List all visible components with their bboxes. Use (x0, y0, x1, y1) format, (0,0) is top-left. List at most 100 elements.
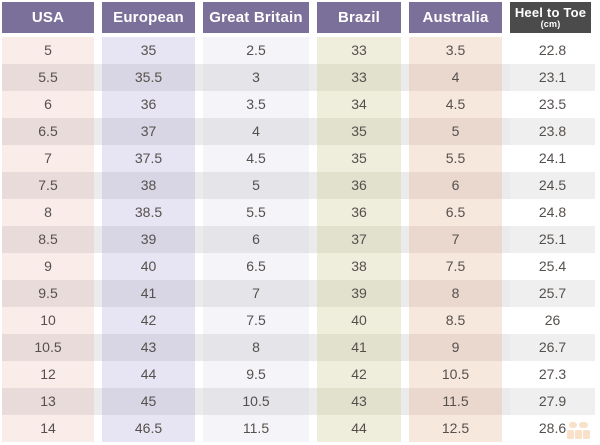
table-cell: 6.5 (409, 199, 502, 226)
table-cell: 7 (2, 145, 94, 172)
column-header-brazil: Brazil (317, 2, 401, 33)
table-cell: 6 (203, 226, 309, 253)
table-cell: 39 (317, 280, 401, 307)
table-row: 6.5 37 4 35 5 23.8 (2, 118, 595, 145)
table-cell: 38 (317, 253, 401, 280)
table-cell: 42 (317, 361, 401, 388)
table-cell: 4.5 (203, 145, 309, 172)
table-cell: 33 (317, 37, 401, 64)
table-cell: 26 (510, 307, 595, 334)
table-cell: 24.1 (510, 145, 595, 172)
table-cell: 46.5 (102, 415, 195, 442)
table-row: 10.5 43 8 41 9 26.7 (2, 334, 595, 361)
column-header-great-britain: Great Britain (203, 2, 309, 33)
table-row: 9.5 41 7 39 8 25.7 (2, 280, 595, 307)
table-row: 7.5 38 5 36 6 24.5 (2, 172, 595, 199)
table-cell: 3.5 (409, 37, 502, 64)
table-cell: 13 (2, 388, 94, 415)
table-cell: 5 (409, 118, 502, 145)
table-cell: 6 (2, 91, 94, 118)
table-cell: 22.8 (510, 37, 595, 64)
table-cell: 37 (317, 226, 401, 253)
table-cell: 10.5 (203, 388, 309, 415)
table-cell: 35 (102, 37, 195, 64)
table-cell: 35 (317, 145, 401, 172)
table-cell: 9.5 (203, 361, 309, 388)
table-cell: 9 (2, 253, 94, 280)
table-cell: 14 (2, 415, 94, 442)
table-cell: 25.7 (510, 280, 595, 307)
table-cell: 26.7 (510, 334, 595, 361)
table-row: 7 37.5 4.5 35 5.5 24.1 (2, 145, 595, 172)
table-cell: 28.6 (510, 415, 595, 442)
table-row: 5.5 35.5 3 33 4 23.1 (2, 64, 595, 91)
table-cell: 25.1 (510, 226, 595, 253)
table-cell: 7 (203, 280, 309, 307)
table-body: 5 35 2.5 33 3.5 22.8 5.5 35.5 3 33 4 23.1 6 36 3.5 34 4.… (2, 37, 595, 442)
table-cell: 8.5 (2, 226, 94, 253)
table-cell: 38.5 (102, 199, 195, 226)
table-cell: 5.5 (409, 145, 502, 172)
column-header-label: Heel to Toe (514, 5, 587, 20)
table-cell: 11.5 (203, 415, 309, 442)
table-cell: 5 (203, 172, 309, 199)
table-cell: 5.5 (203, 199, 309, 226)
table-cell: 12 (2, 361, 94, 388)
table-cell: 27.9 (510, 388, 595, 415)
table-cell: 43 (317, 388, 401, 415)
table-cell: 39 (102, 226, 195, 253)
table-row: 14 46.5 11.5 44 12.5 28.6 (2, 415, 595, 442)
table-cell: 42 (102, 307, 195, 334)
table-cell: 9.5 (2, 280, 94, 307)
table-cell: 8 (203, 334, 309, 361)
table-cell: 25.4 (510, 253, 595, 280)
table-cell: 34 (317, 91, 401, 118)
table-cell: 8 (2, 199, 94, 226)
table-cell: 4.5 (409, 91, 502, 118)
column-header-label: USA (31, 9, 65, 26)
table-cell: 12.5 (409, 415, 502, 442)
table-row: 13 45 10.5 43 11.5 27.9 (2, 388, 595, 415)
table-cell: 40 (317, 307, 401, 334)
table-cell: 6 (409, 172, 502, 199)
table-cell: 38 (102, 172, 195, 199)
column-header-usa: USA (2, 2, 94, 33)
table-cell: 23.8 (510, 118, 595, 145)
table-cell: 9 (409, 334, 502, 361)
table-cell: 33 (317, 64, 401, 91)
table-cell: 4 (409, 64, 502, 91)
table-row: 6 36 3.5 34 4.5 23.5 (2, 91, 595, 118)
table-cell: 44 (317, 415, 401, 442)
table-cell: 7.5 (2, 172, 94, 199)
column-header-european: European (102, 2, 195, 33)
table-cell: 35 (317, 118, 401, 145)
table-cell: 6.5 (203, 253, 309, 280)
column-header-label: European (113, 9, 184, 26)
table-cell: 5 (2, 37, 94, 64)
table-cell: 37.5 (102, 145, 195, 172)
table-cell: 10 (2, 307, 94, 334)
table-cell: 10.5 (2, 334, 94, 361)
table-cell: 7.5 (409, 253, 502, 280)
table-row: 5 35 2.5 33 3.5 22.8 (2, 37, 595, 64)
table-cell: 8 (409, 280, 502, 307)
table-cell: 4 (203, 118, 309, 145)
table-cell: 23.1 (510, 64, 595, 91)
column-header-australia: Australia (409, 2, 502, 33)
table-cell: 7 (409, 226, 502, 253)
table-row: 12 44 9.5 42 10.5 27.3 (2, 361, 595, 388)
table-cell: 7.5 (203, 307, 309, 334)
column-header-label: Australia (422, 9, 489, 26)
table-cell: 41 (317, 334, 401, 361)
table-cell: 24.5 (510, 172, 595, 199)
column-header-label: Great Britain (209, 9, 303, 26)
table-cell: 10.5 (409, 361, 502, 388)
table-cell: 45 (102, 388, 195, 415)
table-cell: 3 (203, 64, 309, 91)
table-cell: 23.5 (510, 91, 595, 118)
table-cell: 8.5 (409, 307, 502, 334)
table-cell: 41 (102, 280, 195, 307)
table-cell: 36 (317, 172, 401, 199)
table-cell: 5.5 (2, 64, 94, 91)
